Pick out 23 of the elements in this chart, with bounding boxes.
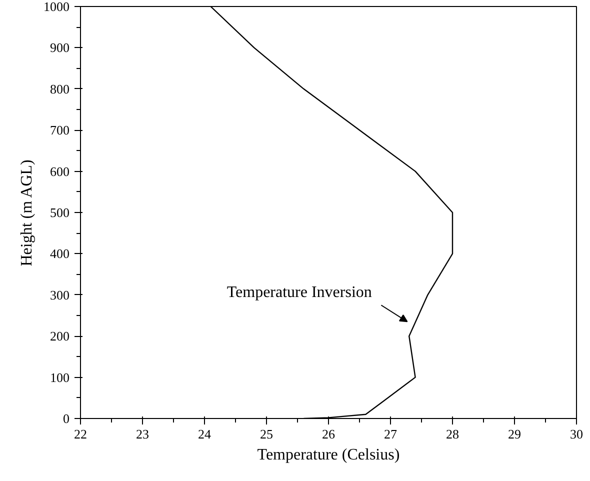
x-tick-label: 22 [74,426,87,442]
x-axis-title: Temperature (Celsius) [257,446,400,464]
y-tick-label: 400 [50,246,70,262]
x-tick-label: 23 [136,426,149,442]
y-tick-label: 500 [50,205,70,220]
x-tick-label: 24 [198,426,212,442]
y-tick-label: 600 [50,164,70,179]
annotation: Temperature Inversion [226,284,372,302]
y-tick-label: 0 [63,411,70,426]
y-axis-title: Height (m AGL) [18,160,36,266]
x-tick-label: 27 [384,426,398,442]
y-tick-label: 200 [50,328,70,344]
y-tick-label: 900 [50,40,70,56]
x-tick-label: 25 [260,426,273,442]
y-tick-label: 100 [50,370,70,385]
y-tick-label: 800 [50,81,70,96]
x-tick-label: 30 [570,426,583,442]
x-tick-label: 29 [508,426,521,442]
y-tick-label: 700 [50,122,70,138]
y-tick-label: 300 [50,287,70,302]
y-tick-label: 1000 [44,0,70,14]
x-tick-label: 28 [446,426,459,442]
x-tick-label: 26 [322,426,336,442]
